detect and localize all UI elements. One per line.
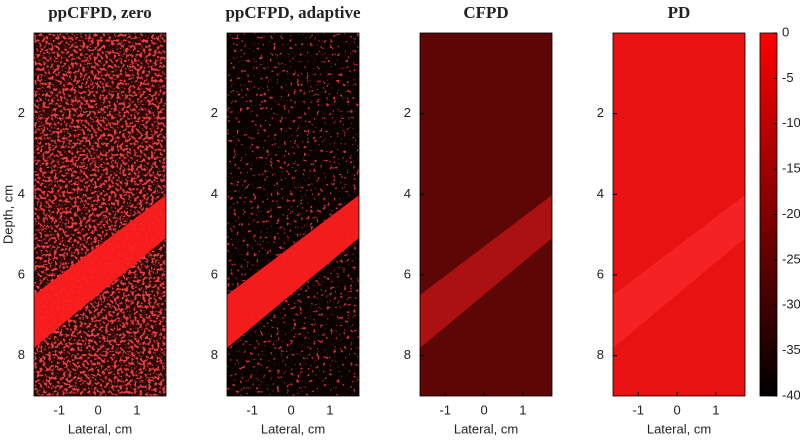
x-tick-label: 0: [287, 402, 294, 417]
image-panel: [612, 32, 746, 397]
x-tick-label: -1: [632, 402, 644, 417]
x-tick-label: 1: [519, 402, 526, 417]
axes-box: [33, 32, 167, 397]
axes-box: [226, 32, 360, 397]
panel-title: ppCFPD, adaptive: [225, 3, 361, 22]
y-tick-label: 4: [211, 186, 218, 201]
x-tick-label: -1: [53, 402, 65, 417]
colorbar-tick-label: -10: [782, 115, 800, 130]
x-tick-label: -1: [439, 402, 451, 417]
x-tick-label: 0: [94, 402, 101, 417]
y-tick-label: 8: [404, 347, 411, 362]
y-tick-label: 2: [211, 105, 218, 120]
y-tick-label: 8: [18, 347, 25, 362]
panel-title: CFPD: [463, 3, 508, 22]
axes-box: [612, 32, 746, 397]
colorbar-tick-label: -5: [782, 70, 794, 85]
y-tick-label: 6: [597, 266, 604, 281]
y-tick-label: 2: [404, 105, 411, 120]
y-tick-label: 4: [404, 186, 411, 201]
image-panel: [226, 32, 360, 397]
y-tick-label: 4: [18, 186, 25, 201]
x-axis-label: Lateral, cm: [68, 421, 132, 436]
x-axis-label: Lateral, cm: [454, 421, 518, 436]
colorbar-tick-label: -20: [782, 206, 800, 221]
vessel-band: [34, 195, 166, 348]
colorbar-tick-label: -30: [782, 297, 800, 312]
x-tick-label: 1: [326, 402, 333, 417]
y-tick-label: 6: [404, 266, 411, 281]
x-tick-label: -1: [246, 402, 258, 417]
y-tick-label: 8: [211, 347, 218, 362]
x-tick-label: 1: [712, 402, 719, 417]
panel-title: ppCFPD, zero: [48, 3, 152, 22]
vessel-band: [613, 195, 745, 348]
vessel-band: [420, 195, 552, 348]
panel-title: PD: [668, 3, 691, 22]
x-axis-label: Lateral, cm: [647, 421, 711, 436]
colorbar-tick-label: -15: [782, 161, 800, 176]
colorbar-tick-label: -35: [782, 342, 800, 357]
x-tick-label: 0: [673, 402, 680, 417]
image-panel: [419, 32, 553, 397]
y-tick-label: 2: [597, 105, 604, 120]
x-tick-label: 1: [133, 402, 140, 417]
y-axis-label: Depth, cm: [0, 185, 15, 244]
y-tick-label: 6: [18, 266, 25, 281]
colorbar-tick-label: 0: [782, 24, 789, 39]
image-panel: [33, 32, 167, 397]
y-tick-label: 4: [597, 186, 604, 201]
y-tick-label: 2: [18, 105, 25, 120]
y-tick-label: 6: [211, 266, 218, 281]
x-axis-label: Lateral, cm: [261, 421, 325, 436]
axes-box: [419, 32, 553, 397]
x-tick-label: 0: [480, 402, 487, 417]
y-tick-label: 8: [597, 347, 604, 362]
vessel-band: [227, 195, 359, 348]
colorbar-tick-label: -25: [782, 251, 800, 266]
colorbar-tick-label: -40: [782, 387, 800, 402]
